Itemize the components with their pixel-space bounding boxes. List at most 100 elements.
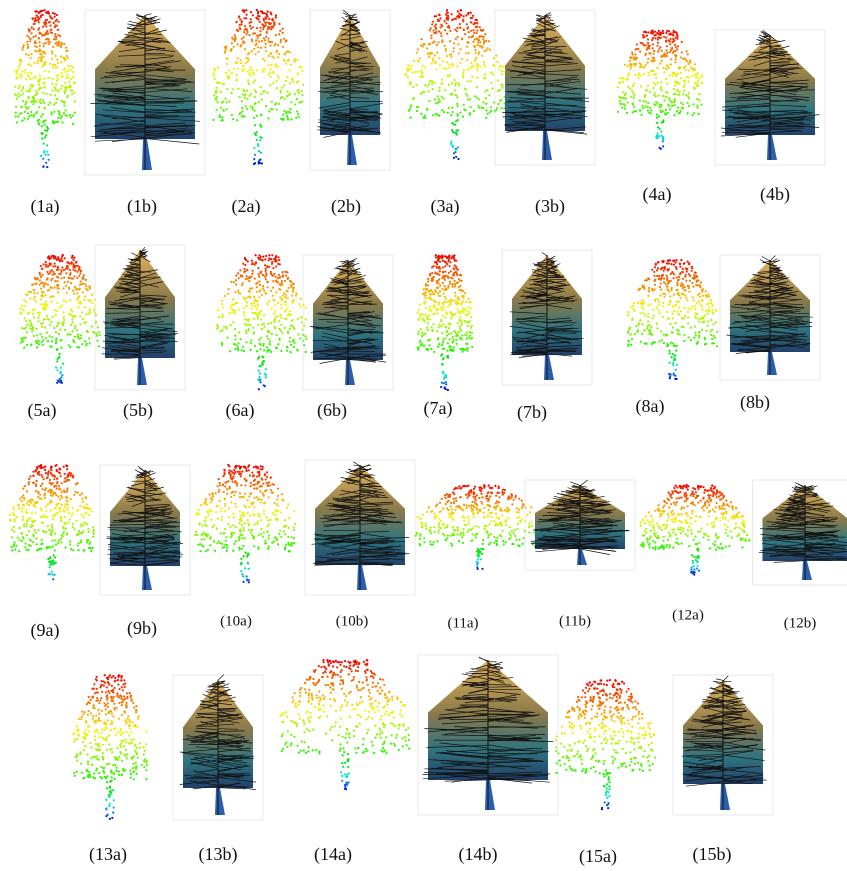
point <box>438 57 440 59</box>
point <box>433 29 435 31</box>
point <box>669 51 671 53</box>
point <box>656 117 658 119</box>
point <box>478 53 480 55</box>
point <box>249 74 251 76</box>
point <box>693 277 695 279</box>
point <box>445 388 447 390</box>
point <box>282 274 284 276</box>
point <box>412 86 414 88</box>
point <box>712 323 714 325</box>
point <box>440 325 442 327</box>
point <box>54 26 56 28</box>
point <box>639 99 641 101</box>
point <box>484 66 486 68</box>
point <box>35 283 37 285</box>
point <box>434 289 436 291</box>
point <box>302 84 304 86</box>
point <box>267 330 269 332</box>
point <box>241 23 243 25</box>
point <box>236 29 238 31</box>
panel: (4a) <box>617 30 704 206</box>
point <box>256 35 258 37</box>
point <box>409 83 411 85</box>
point <box>662 67 664 69</box>
point <box>57 291 59 293</box>
point <box>656 323 658 325</box>
point <box>449 281 451 283</box>
point <box>698 321 700 323</box>
point <box>30 57 32 59</box>
point <box>235 284 237 286</box>
point <box>36 334 38 336</box>
point <box>438 87 440 89</box>
point <box>434 98 436 100</box>
point <box>675 46 677 48</box>
point <box>427 349 429 351</box>
point <box>55 339 57 341</box>
point <box>77 334 79 336</box>
point <box>217 326 219 328</box>
point <box>440 32 442 34</box>
point <box>63 522 65 524</box>
point <box>69 114 71 116</box>
point <box>692 103 694 105</box>
point <box>265 270 267 272</box>
point <box>662 267 664 269</box>
point <box>39 279 41 281</box>
point <box>630 57 632 59</box>
point <box>687 311 689 313</box>
point <box>658 95 660 97</box>
point <box>58 21 60 23</box>
point <box>272 280 274 282</box>
point <box>473 45 475 47</box>
point <box>426 47 428 49</box>
point <box>228 288 230 290</box>
point <box>280 350 282 352</box>
point <box>252 26 254 28</box>
point <box>441 78 443 80</box>
point <box>25 525 27 527</box>
point <box>451 19 453 21</box>
point <box>694 312 696 314</box>
point <box>68 287 70 289</box>
point <box>459 319 461 321</box>
point <box>93 533 95 535</box>
point <box>303 325 305 327</box>
point <box>16 76 18 78</box>
point <box>66 333 68 335</box>
point <box>234 36 236 38</box>
point <box>70 324 72 326</box>
point <box>675 37 677 39</box>
point <box>25 106 27 108</box>
panel-label: (7b) <box>517 402 547 423</box>
point <box>443 348 445 350</box>
point <box>667 268 669 270</box>
point <box>710 334 712 336</box>
point <box>76 271 78 273</box>
point <box>454 18 456 20</box>
panel: (8a) <box>627 259 718 417</box>
point <box>642 308 644 310</box>
point <box>288 313 290 315</box>
point <box>281 280 283 282</box>
point <box>454 84 456 86</box>
point <box>14 93 16 95</box>
point <box>434 82 436 84</box>
point <box>650 326 652 328</box>
point <box>71 515 73 517</box>
point <box>34 520 36 522</box>
point <box>472 41 474 43</box>
point <box>629 60 631 62</box>
point <box>678 83 680 85</box>
point <box>652 342 654 344</box>
point <box>443 111 445 113</box>
point <box>452 274 454 276</box>
point <box>653 309 655 311</box>
point <box>632 53 634 55</box>
point <box>41 268 43 270</box>
point <box>45 93 47 95</box>
point <box>68 313 70 315</box>
point <box>627 332 629 334</box>
point <box>80 302 82 304</box>
point <box>272 287 274 289</box>
